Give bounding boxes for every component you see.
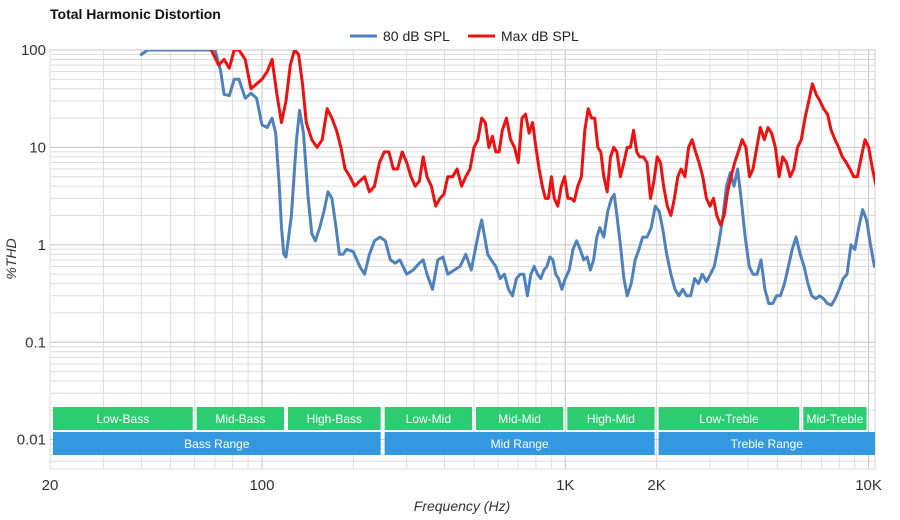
x-axis-ticks: 20 100 1K 2K 10K [42, 477, 882, 494]
band-high-bass [288, 407, 381, 430]
band-mid-bass [196, 407, 285, 430]
x-tick-label: 1K [556, 477, 574, 494]
band-label: Low-Bass [97, 412, 150, 426]
band-label: Mid-Treble [806, 412, 863, 426]
band-mid-mid [475, 407, 564, 430]
y-tick-label: 0.01 [17, 432, 46, 449]
x-tick-label: 2K [647, 477, 665, 494]
band-label: Low-Treble [699, 412, 759, 426]
x-tick-label: 100 [249, 477, 274, 494]
band-label: Mid-Mid [498, 412, 541, 426]
y-tick-label: 0.1 [25, 334, 46, 351]
band-label: Low-Mid [406, 412, 451, 426]
band-low-bass [53, 407, 193, 430]
band-low-treble [658, 407, 800, 430]
band-treble-range [658, 432, 875, 455]
y-axis-label: %THD [3, 238, 19, 279]
band-label: Bass Range [184, 437, 250, 451]
legend-label-max: Max dB SPL [501, 28, 579, 44]
series-line-0 [139, 50, 875, 307]
x-tick-label: 10K [855, 477, 882, 494]
range-bands: Low-Bass Mid-Bass High-Bass Low-Mid Mid-Mid H… [53, 407, 875, 455]
y-tick-label: 100 [21, 42, 46, 59]
chart-title: Total Harmonic Distortion [50, 6, 221, 22]
y-axis-ticks: 100 10 1 0.1 0.01 [17, 42, 46, 449]
band-mid-range [384, 432, 655, 455]
series-line-1 [209, 50, 875, 227]
band-mid-treble [803, 407, 867, 430]
y-tick-label: 10 [29, 139, 46, 156]
band-low-mid [384, 407, 472, 430]
y-tick-label: 1 [38, 237, 46, 254]
band-label: High-Bass [307, 412, 362, 426]
x-tick-label: 20 [42, 477, 59, 494]
x-axis-label: Frequency (Hz) [414, 498, 510, 514]
band-high-mid [567, 407, 655, 430]
band-label: Mid-Bass [215, 412, 265, 426]
band-label: High-Mid [587, 412, 635, 426]
data-series [139, 50, 875, 307]
band-label: Mid Range [491, 437, 549, 451]
legend-label-80db: 80 dB SPL [383, 28, 450, 44]
band-label: Treble Range [731, 437, 804, 451]
legend: 80 dB SPL Max dB SPL [350, 28, 579, 44]
band-bass-range [53, 432, 381, 455]
